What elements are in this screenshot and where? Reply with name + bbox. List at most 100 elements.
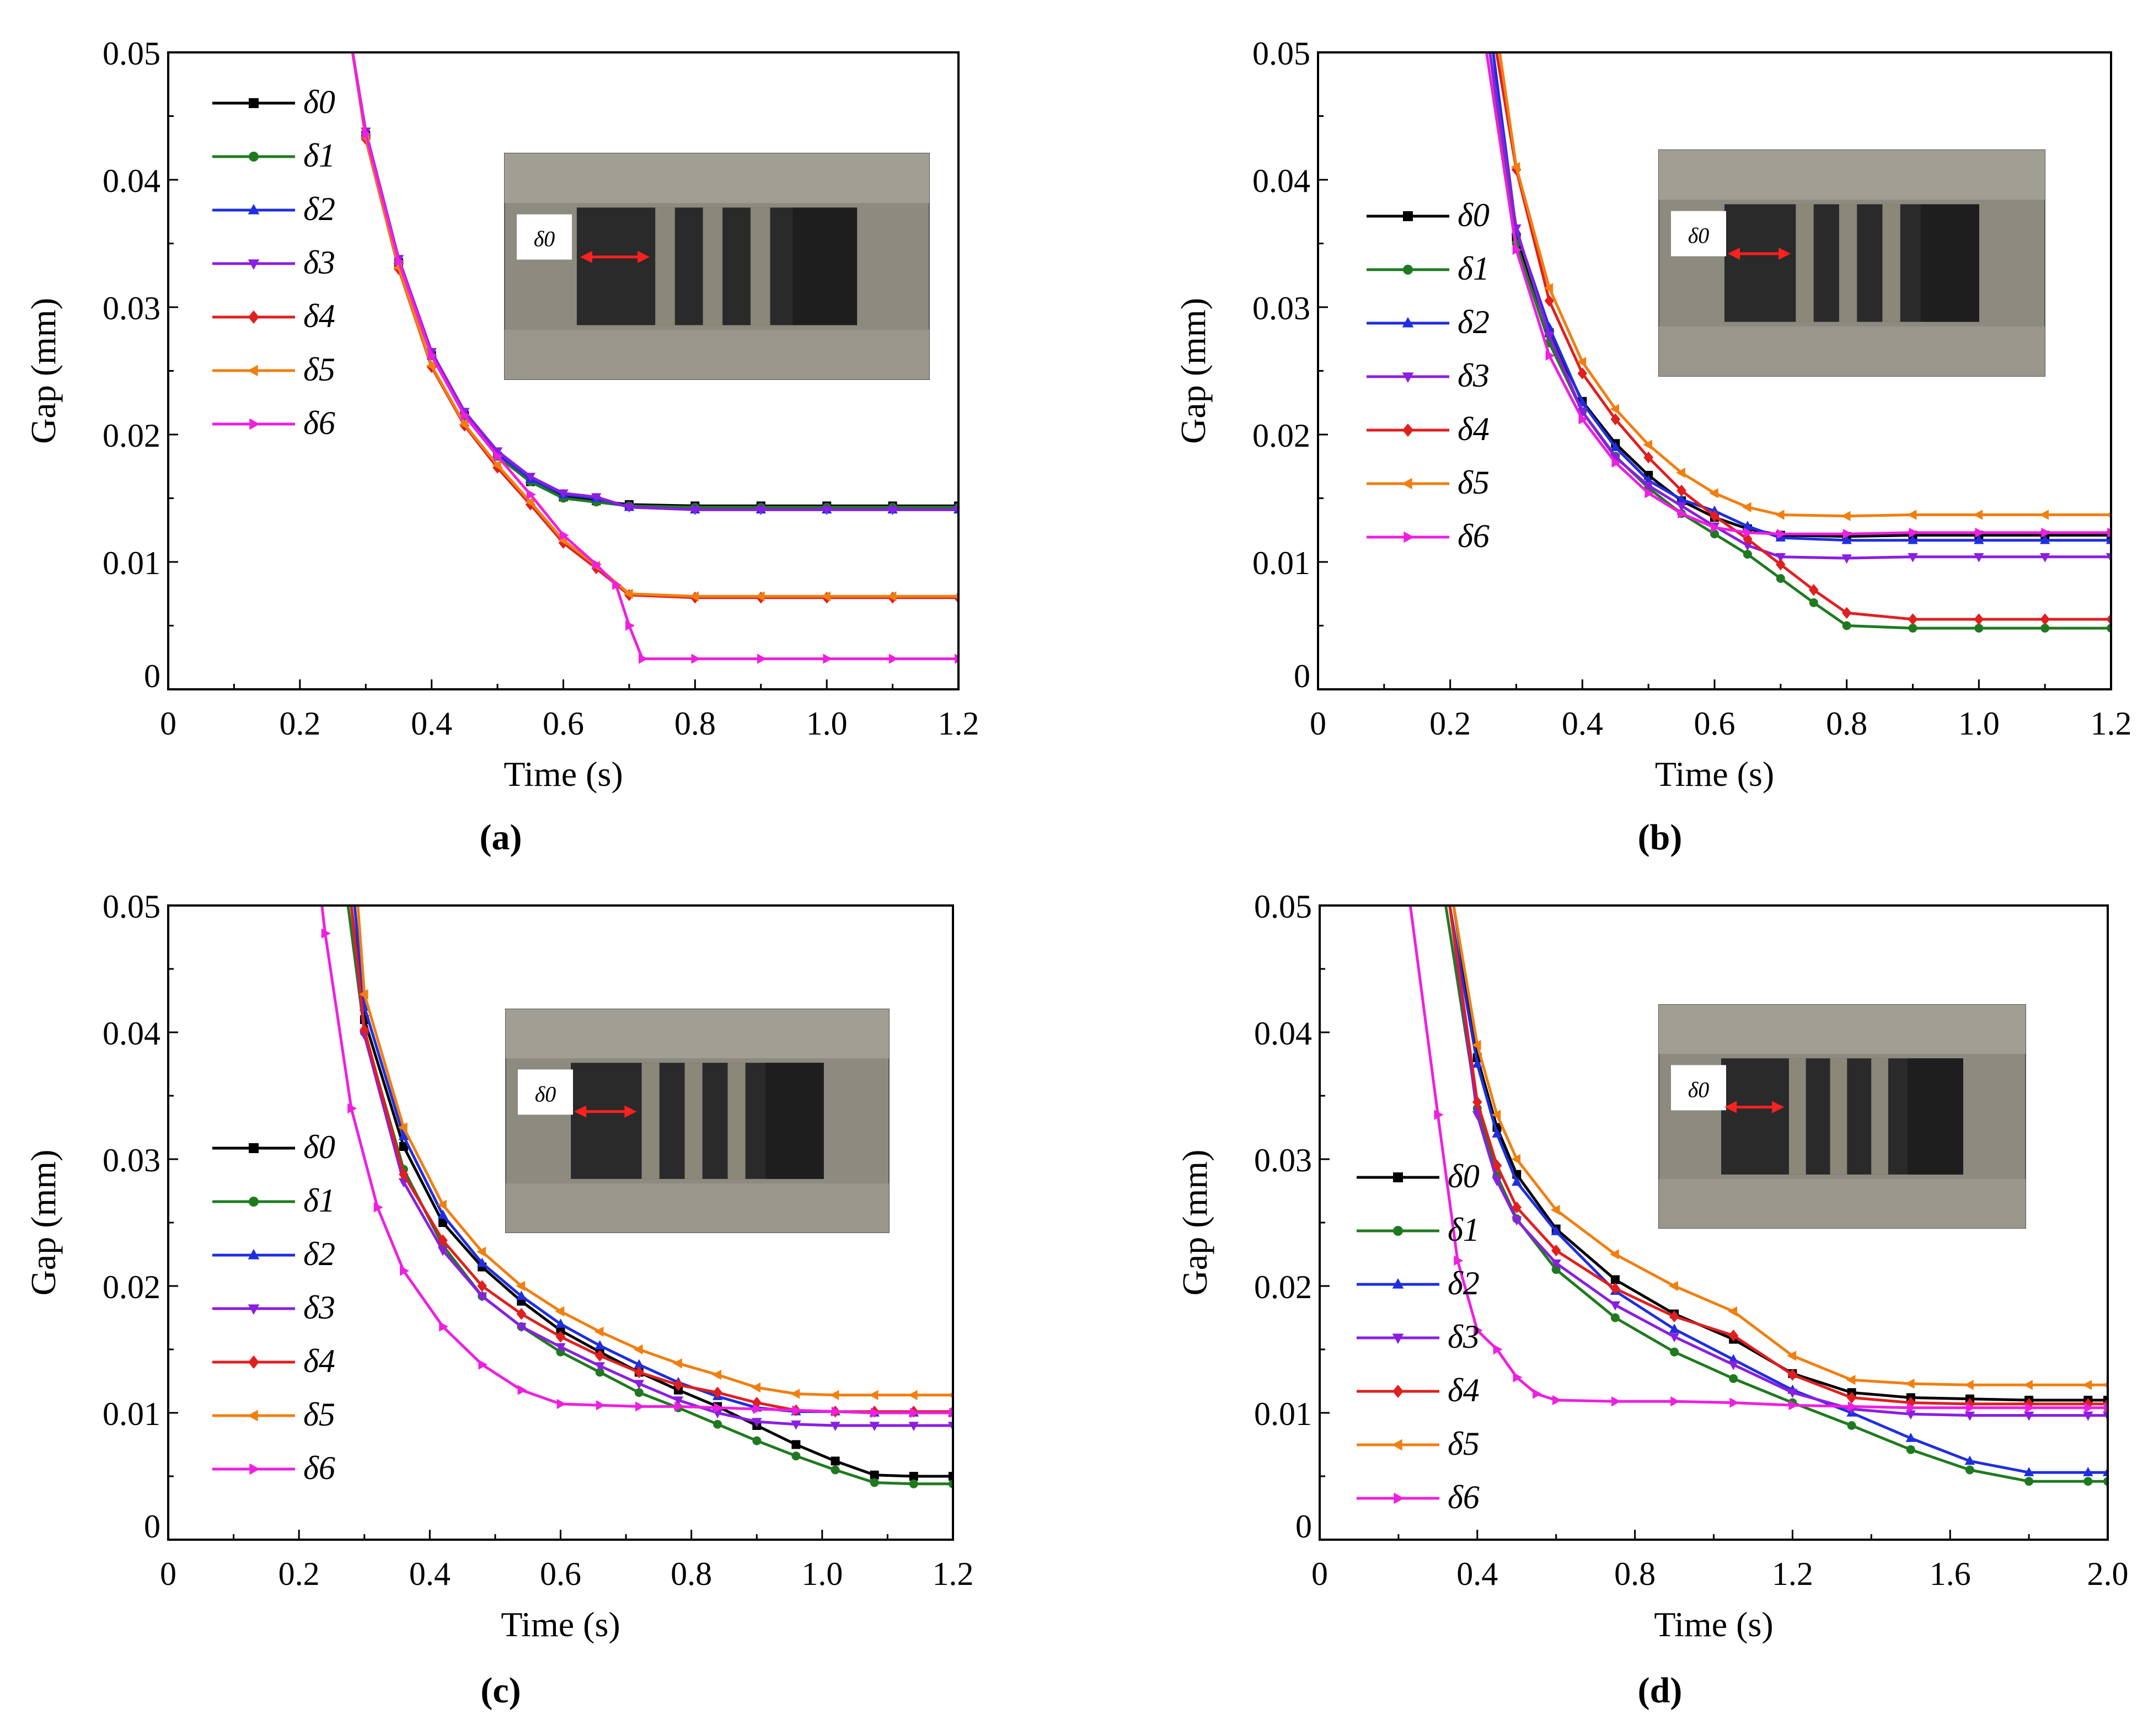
inset-plate-slice	[1871, 1058, 1888, 1175]
data-point-δ4	[1906, 1396, 1916, 1409]
data-point-δ5	[633, 1344, 643, 1355]
x-tick-label: 0	[1311, 1556, 1328, 1592]
data-point-δ6	[362, 128, 372, 139]
data-point-δ5	[673, 1358, 682, 1369]
data-point-δ6	[1744, 527, 1753, 538]
data-point-δ6	[1847, 1401, 1857, 1412]
data-point-δ5	[790, 1389, 800, 1399]
data-point-δ6	[1678, 508, 1688, 519]
data-point-δ1	[752, 1436, 762, 1445]
caption-c: (c)	[480, 1670, 521, 1711]
x-tick-label: 0	[160, 705, 176, 742]
data-point-δ4	[360, 1024, 369, 1036]
data-point-δ5	[1775, 510, 1785, 520]
legend-marker	[248, 1304, 260, 1315]
data-point-δ3	[594, 1362, 605, 1371]
data-point-δ5	[1609, 1249, 1619, 1260]
legend-label: δ6	[303, 405, 335, 441]
legend-label: δ2	[1458, 304, 1490, 340]
data-point-δ3	[1964, 1411, 1975, 1421]
legend-label: δ3	[1448, 1319, 1480, 1355]
inset-block	[792, 207, 858, 325]
data-point-δ5	[426, 361, 436, 371]
y-tick-label: 0.02	[1252, 417, 1310, 454]
legend-marker	[248, 1249, 260, 1260]
data-point-δ2	[1908, 534, 1918, 544]
x-tick-label: 1.2	[933, 1556, 974, 1592]
y-tick-label: 0.05	[1254, 888, 1312, 925]
inset-label: δ0	[535, 1081, 556, 1106]
data-point-δ0	[831, 1456, 840, 1466]
inset-bottom-plate	[506, 1183, 889, 1233]
data-point-δ6	[1788, 1400, 1798, 1411]
data-point-δ6	[478, 1359, 488, 1370]
data-point-δ6	[757, 653, 767, 664]
y-tick-label: 0.04	[1254, 1015, 1312, 1052]
legend-label: δ1	[303, 137, 335, 174]
data-point-δ6	[639, 653, 648, 664]
legend-item-δ6: δ6	[1367, 518, 1490, 554]
data-point-δ5	[2102, 1381, 2108, 1388]
data-point-δ5	[751, 1382, 761, 1393]
data-point-δ0	[909, 1472, 918, 1481]
data-point-δ5	[623, 588, 633, 599]
x-tick-label: 1.0	[1958, 705, 2000, 742]
data-point-δ3	[1676, 502, 1687, 512]
inset-label-box	[1671, 1065, 1726, 1111]
legend-item-δ2: δ2	[1357, 1265, 1480, 1301]
series-δ6	[320, 905, 953, 1418]
x-tick-label: 0	[1310, 705, 1326, 742]
y-tick-label: 0.03	[103, 1142, 160, 1178]
inset-label-box	[1671, 211, 1726, 256]
data-point-δ2	[2102, 1467, 2108, 1476]
data-point-δ2	[634, 1359, 644, 1369]
data-point-δ3	[1643, 481, 1654, 491]
data-point-δ6	[1777, 529, 1786, 539]
y-tick-label: 0.05	[1252, 35, 1310, 72]
data-point-δ3	[791, 1420, 801, 1430]
legend-marker	[249, 98, 259, 108]
inset-plate-slice	[1796, 204, 1814, 322]
legend-marker	[249, 152, 259, 162]
y-tick-label: 0.02	[1254, 1269, 1312, 1305]
data-point-δ6	[2025, 1402, 2035, 1413]
inset-plate-slice	[727, 1063, 746, 1179]
legend-label: δ6	[1448, 1479, 1480, 1515]
series-δ5	[1452, 905, 2108, 1390]
legend-marker	[1401, 478, 1412, 490]
x-tick-label: 0.6	[543, 705, 584, 742]
data-point-δ3	[1551, 1259, 1561, 1269]
data-point-δ3	[690, 506, 700, 516]
data-point-δ3	[908, 1422, 919, 1431]
series-δ6	[351, 52, 958, 664]
data-point-δ5	[492, 460, 501, 470]
y-tick-label: 0	[144, 658, 160, 694]
data-point-δ3	[2083, 1411, 2093, 1421]
data-point-δ3	[869, 1422, 880, 1431]
data-point-δ4	[1544, 294, 1555, 307]
data-point-δ2	[477, 1257, 488, 1267]
legend-label: δ4	[303, 298, 335, 334]
data-point-δ2	[2083, 1467, 2093, 1476]
data-point-δ4	[1787, 1369, 1798, 1381]
legend-item-δ0: δ0	[212, 84, 335, 120]
inset-arrow-head-left	[1724, 1101, 1737, 1113]
data-point-δ6	[1966, 1402, 1975, 1413]
legend-label: δ2	[1448, 1265, 1480, 1301]
data-point-δ6	[559, 530, 569, 540]
data-point-δ6	[400, 1266, 409, 1276]
data-point-δ2	[1669, 1324, 1680, 1333]
data-point-δ5	[1544, 283, 1554, 293]
inset-block	[1908, 1058, 1963, 1175]
data-point-δ5	[437, 1199, 447, 1210]
data-point-δ2	[2023, 1467, 2034, 1476]
legend-item-δ1: δ1	[212, 1182, 335, 1219]
data-point-δ3	[822, 506, 832, 516]
inset-top-plate	[505, 153, 929, 203]
data-point-δ6	[1578, 414, 1588, 425]
data-point-δ6	[427, 350, 437, 361]
data-point-δ5	[555, 1306, 565, 1317]
data-point-δ5	[1846, 1375, 1856, 1385]
data-point-δ4	[1809, 584, 1819, 596]
